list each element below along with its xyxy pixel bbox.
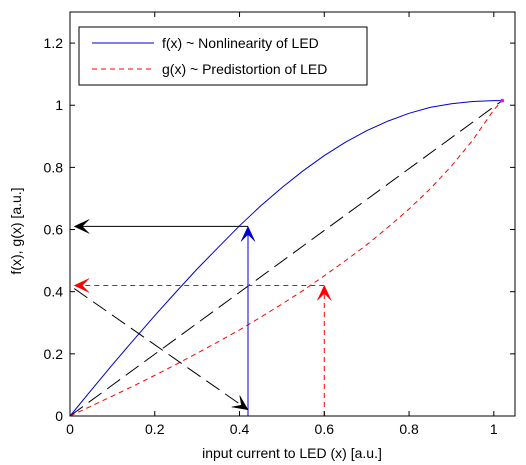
annotation-arrowhead-0 xyxy=(240,225,256,242)
x-tick-label: 0.8 xyxy=(399,421,419,437)
axis-ticks: 0 0.2 0.4 0.6 0.8 1 0 0.2 0.4 0.6 0.8 1 1.2 xyxy=(44,12,515,437)
y-tick-label: 0.8 xyxy=(44,159,64,175)
plot-content xyxy=(69,98,505,417)
x-tick-label: 0.4 xyxy=(230,421,250,437)
y-tick-label: 1.2 xyxy=(44,35,64,51)
annotation-arrow-line-4 xyxy=(73,288,242,406)
y-tick-label: 0.4 xyxy=(44,284,64,300)
y-tick-label: 0.2 xyxy=(44,346,64,362)
y-tick-label: 0 xyxy=(55,408,63,424)
series-line-0 xyxy=(69,100,503,417)
legend: f(x) ~ Nonlinearity of LED g(x) ~ Predis… xyxy=(78,26,368,86)
annotation-arrowhead-4 xyxy=(231,395,249,411)
y-axis-label: f(x), g(x) [a.u.] xyxy=(8,187,24,274)
x-axis-label: input current to LED (x) [a.u.] xyxy=(202,445,382,461)
series-line-1 xyxy=(69,100,503,417)
annotation-arrowhead-3 xyxy=(73,278,90,293)
series-line-2 xyxy=(69,100,503,417)
legend-label-f: f(x) ~ Nonlinearity of LED xyxy=(162,35,319,51)
x-tick-label: 0.6 xyxy=(315,421,335,437)
curve-endpoint-marker xyxy=(500,98,505,103)
x-tick-label: 0.2 xyxy=(145,421,165,437)
legend-box xyxy=(78,26,368,86)
y-tick-label: 1 xyxy=(55,97,63,113)
annotation-arrowhead-2 xyxy=(317,284,332,301)
plot-frame xyxy=(69,11,516,417)
x-tick-label: 1 xyxy=(490,421,498,437)
annotation-arrowhead-1 xyxy=(73,219,90,234)
legend-label-g: g(x) ~ Predistortion of LED xyxy=(162,61,327,77)
x-tick-label: 0 xyxy=(66,421,74,437)
y-tick-label: 0.6 xyxy=(44,222,64,238)
